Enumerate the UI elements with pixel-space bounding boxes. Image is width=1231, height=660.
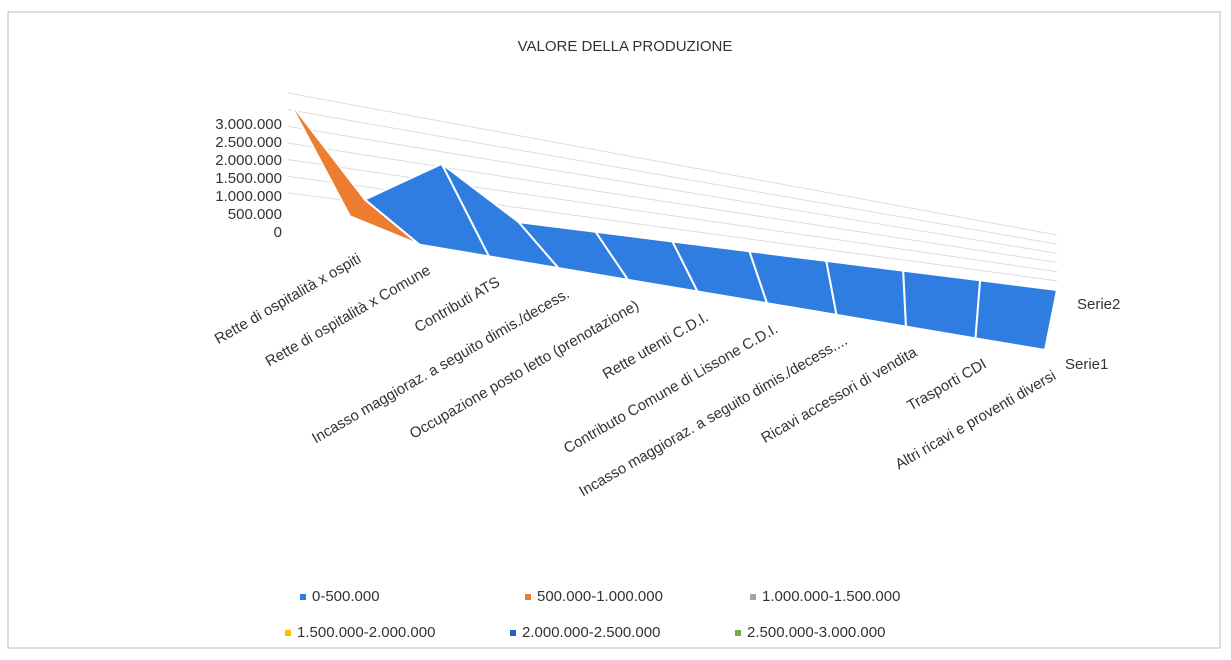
legend-label: 2.000.000-2.500.000 (522, 624, 660, 641)
legend-marker (525, 594, 531, 600)
series-label: Serie2 (1077, 296, 1120, 313)
z-tick-label: 2.000.000 (215, 152, 282, 169)
legend-label: 1.000.000-1.500.000 (762, 588, 900, 605)
surface-cell (974, 279, 1059, 352)
surface-cell (902, 269, 982, 340)
legend-marker (750, 594, 756, 600)
legend-label: 2.500.000-3.000.000 (747, 624, 885, 641)
legend-marker (285, 630, 291, 636)
legend-marker (300, 594, 306, 600)
z-tick-label: 0 (274, 224, 282, 241)
legend-label: 1.500.000-2.000.000 (297, 624, 435, 641)
z-tick-label: 2.500.000 (215, 134, 282, 151)
chart-title: VALORE DELLA PRODUZIONE (518, 38, 733, 55)
series-label: Serie1 (1065, 356, 1108, 373)
grid-line (287, 125, 1058, 254)
z-tick-label: 3.000.000 (215, 116, 282, 133)
grid-line (287, 92, 1058, 236)
grid-line (287, 142, 1058, 263)
legend-label: 0-500.000 (312, 588, 380, 605)
grid-line (287, 109, 1058, 245)
z-tick-label: 1.000.000 (215, 188, 282, 205)
z-tick-label: 500.000 (228, 206, 282, 223)
z-tick-label: 1.500.000 (215, 170, 282, 187)
legend-marker (510, 630, 516, 636)
legend-marker (735, 630, 741, 636)
legend-label: 500.000-1.000.000 (537, 588, 663, 605)
